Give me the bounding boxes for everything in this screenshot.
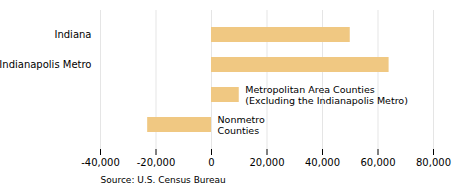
svg-text:60,000: 60,000 xyxy=(361,157,396,168)
svg-text:Source: U.S. Census Bureau: Source: U.S. Census Bureau xyxy=(101,175,226,185)
svg-text:80,000: 80,000 xyxy=(416,157,451,168)
svg-text:40,000: 40,000 xyxy=(305,157,340,168)
svg-text:Indianapolis Metro: Indianapolis Metro xyxy=(0,59,92,70)
svg-text:Metropolitan Area Counties(Exc: Metropolitan Area Counties(Excluding the… xyxy=(245,84,408,106)
svg-text:Indiana: Indiana xyxy=(54,29,91,40)
svg-text:-40,000: -40,000 xyxy=(81,157,120,168)
svg-text:0: 0 xyxy=(208,157,214,168)
svg-text:20,000: 20,000 xyxy=(250,157,285,168)
svg-text:NonmetroCounties: NonmetroCounties xyxy=(218,114,265,136)
svg-text:-20,000: -20,000 xyxy=(137,157,176,168)
